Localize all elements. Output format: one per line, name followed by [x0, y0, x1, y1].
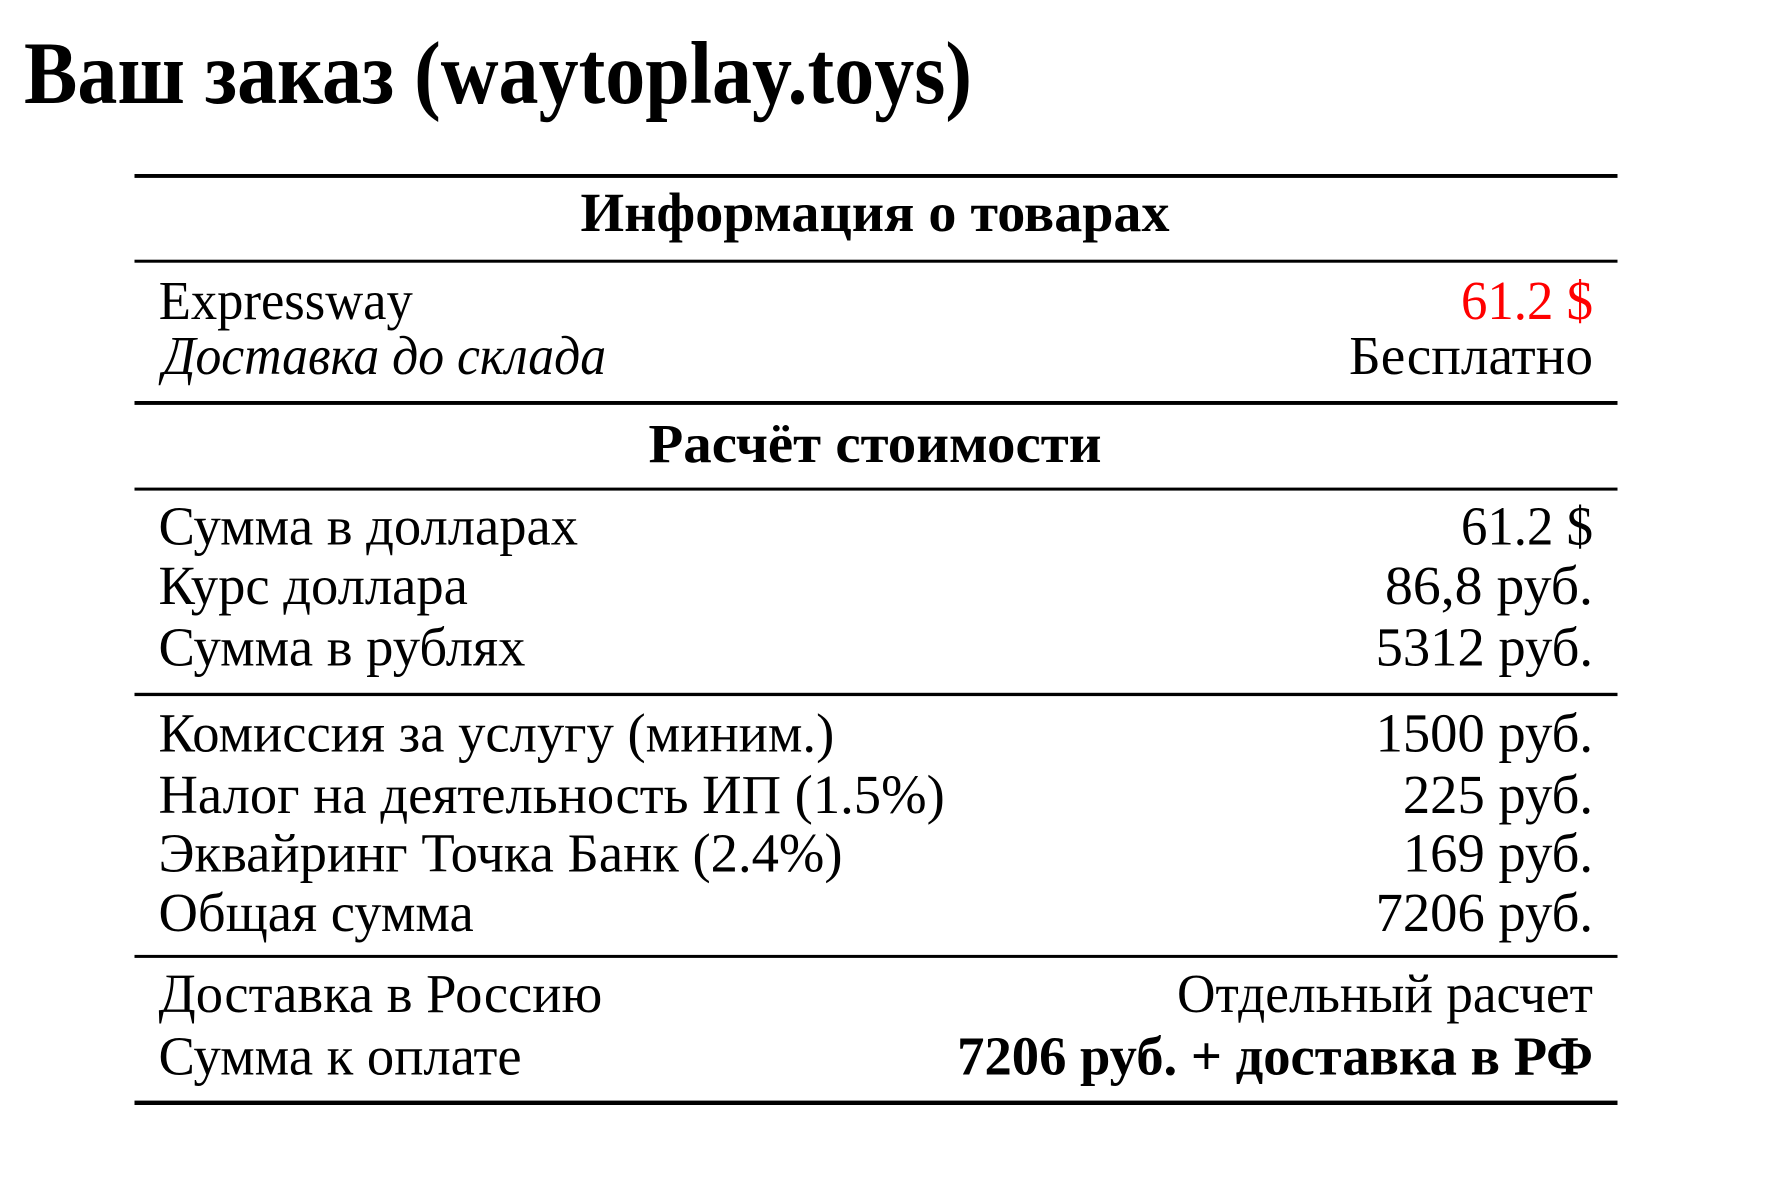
svg-text:Сумма к оплате: Сумма к оплате [159, 1026, 522, 1087]
svg-text:7206 руб.: 7206 руб. [1376, 882, 1593, 943]
svg-text:Общая сумма: Общая сумма [159, 882, 474, 943]
svg-text:Отдельный расчет: Отдельный расчет [1177, 963, 1593, 1024]
svg-text:Сумма в рублях: Сумма в рублях [159, 617, 526, 678]
svg-text:Бесплатно: Бесплатно [1349, 325, 1593, 386]
svg-text:Расчёт стоимости: Расчёт стоимости [649, 413, 1102, 474]
svg-text:Комиссия за услугу (миним.): Комиссия за услугу (миним.) [159, 703, 835, 764]
svg-text:Доставка до склада: Доставка до склада [158, 325, 606, 386]
svg-text:1500 руб.: 1500 руб. [1376, 703, 1593, 764]
svg-text:86,8 руб.: 86,8 руб. [1385, 555, 1593, 616]
svg-text:Сумма в долларах: Сумма в долларах [159, 496, 579, 557]
svg-text:Эквайринг Точка Банк (2.4%): Эквайринг Точка Банк (2.4%) [159, 822, 843, 883]
svg-text:Налог на деятельность ИП (1.5%: Налог на деятельность ИП (1.5%) [159, 764, 945, 825]
svg-text:Курс доллара: Курс доллара [159, 555, 468, 616]
svg-text:5312 руб.: 5312 руб. [1376, 617, 1593, 678]
svg-text:Ваш заказ (waytoplay.toys): Ваш заказ (waytoplay.toys) [24, 25, 972, 123]
svg-text:Информация о товарах: Информация о товарах [581, 182, 1170, 243]
svg-text:Доставка в Россию: Доставка в Россию [159, 963, 603, 1024]
svg-text:7206 руб. + доставка в РФ: 7206 руб. + доставка в РФ [957, 1026, 1593, 1087]
svg-text:Expressway: Expressway [159, 270, 414, 331]
svg-text:61.2 $: 61.2 $ [1461, 496, 1593, 557]
svg-text:61.2 $: 61.2 $ [1461, 270, 1593, 331]
svg-text:225 руб.: 225 руб. [1403, 764, 1593, 825]
svg-text:169 руб.: 169 руб. [1403, 822, 1593, 883]
